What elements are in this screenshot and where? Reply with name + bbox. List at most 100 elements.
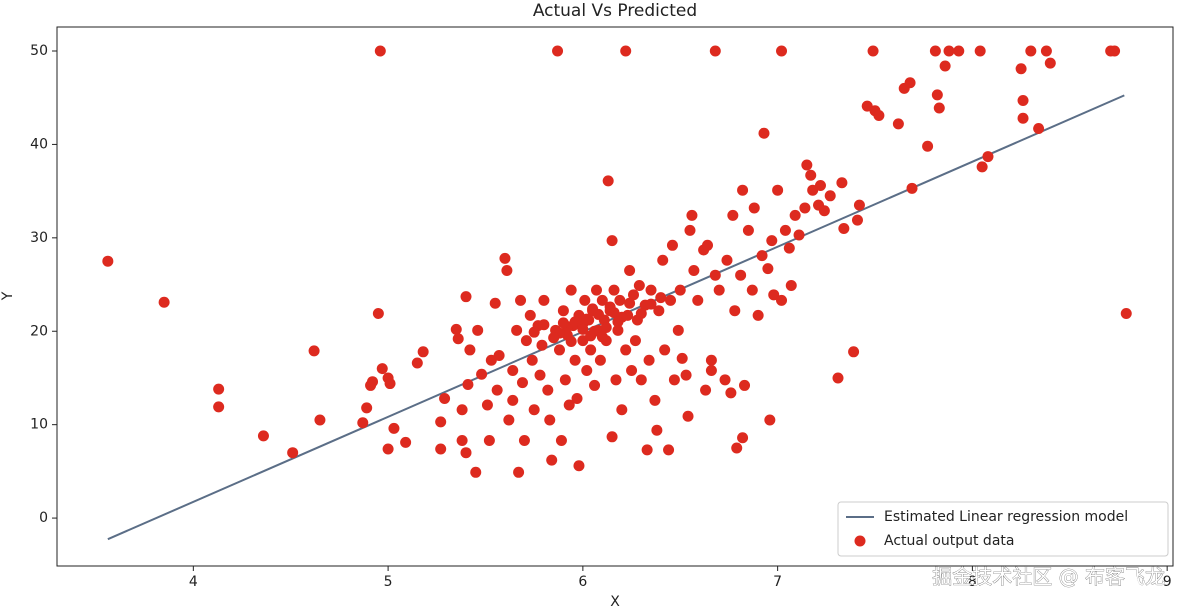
data-point: [1017, 95, 1029, 107]
data-point: [513, 466, 525, 478]
data-point: [1044, 57, 1056, 69]
data-point: [435, 443, 447, 455]
data-point: [257, 430, 269, 442]
data-point: [735, 269, 747, 281]
data-point: [838, 222, 850, 234]
data-point: [462, 378, 474, 390]
data-point: [783, 242, 795, 254]
data-point: [450, 323, 462, 335]
data-point: [604, 301, 616, 313]
x-tick-label: 8: [968, 574, 977, 590]
data-point: [974, 45, 986, 57]
data-point: [633, 279, 645, 291]
data-point: [589, 379, 601, 391]
data-point: [939, 60, 951, 72]
data-point: [665, 294, 677, 306]
data-point: [931, 89, 943, 101]
data-point: [610, 374, 622, 386]
data-point: [976, 161, 988, 173]
data-point: [577, 323, 589, 335]
data-point: [904, 77, 916, 89]
data-point: [528, 404, 540, 416]
data-point: [933, 102, 945, 114]
data-point: [585, 344, 597, 356]
data-point: [557, 305, 569, 317]
data-point: [476, 368, 488, 380]
data-point: [388, 422, 400, 434]
data-point: [1120, 308, 1132, 320]
data-point: [361, 402, 373, 414]
data-point: [526, 354, 538, 366]
data-point: [672, 324, 684, 336]
x-tick-label: 4: [189, 574, 198, 590]
data-point: [929, 45, 941, 57]
data-point: [668, 374, 680, 386]
data-point: [620, 45, 632, 57]
data-point: [481, 399, 493, 411]
x-tick-label: 7: [773, 574, 782, 590]
data-point: [776, 45, 788, 57]
data-point: [552, 45, 564, 57]
data-point: [472, 324, 484, 336]
data-point: [739, 379, 751, 391]
y-tick-label: 50: [30, 43, 48, 59]
data-point: [557, 317, 569, 329]
data-point: [581, 364, 593, 376]
data-point: [943, 45, 955, 57]
data-point: [571, 393, 583, 405]
data-point: [684, 224, 696, 236]
data-point: [719, 374, 731, 386]
data-point: [516, 377, 528, 389]
data-point: [314, 414, 326, 426]
data-point: [614, 294, 626, 306]
data-point: [793, 229, 805, 241]
data-point: [417, 346, 429, 358]
data-point: [645, 284, 657, 296]
data-point: [435, 416, 447, 428]
data-point: [452, 333, 464, 345]
data-point: [643, 354, 655, 366]
data-point: [573, 460, 585, 472]
y-tick-label: 30: [30, 230, 48, 246]
data-point: [729, 305, 741, 317]
data-point: [873, 109, 885, 121]
data-point: [600, 322, 612, 334]
data-point: [596, 294, 608, 306]
data-point: [688, 265, 700, 277]
data-point: [626, 364, 638, 376]
data-point: [546, 454, 558, 466]
data-point: [824, 190, 836, 202]
data-point: [746, 284, 758, 296]
data-point: [507, 364, 519, 376]
data-point: [645, 298, 657, 310]
data-point: [982, 151, 994, 163]
data-point: [666, 239, 678, 251]
data-point: [737, 184, 749, 196]
y-tick-label: 20: [30, 323, 48, 339]
data-point: [534, 369, 546, 381]
data-point: [848, 346, 860, 358]
data-point: [799, 202, 811, 214]
data-point: [520, 335, 532, 347]
data-point: [382, 443, 394, 455]
data-point: [713, 284, 725, 296]
legend-label: Actual output data: [884, 533, 1014, 549]
data-point: [742, 224, 754, 236]
data-point: [635, 308, 647, 320]
data-point: [655, 292, 667, 304]
data-point: [651, 424, 663, 436]
data-point: [779, 224, 791, 236]
data-point: [700, 384, 712, 396]
data-point: [624, 265, 636, 277]
data-point: [460, 291, 472, 303]
data-point: [594, 354, 606, 366]
chart-title: Actual Vs Predicted: [533, 1, 697, 21]
data-point: [501, 265, 513, 277]
data-point: [818, 205, 830, 217]
data-point: [287, 447, 299, 459]
data-point: [1025, 45, 1037, 57]
x-tick-label: 5: [384, 574, 393, 590]
data-point: [553, 344, 565, 356]
legend-label: Estimated Linear regression model: [884, 509, 1128, 525]
